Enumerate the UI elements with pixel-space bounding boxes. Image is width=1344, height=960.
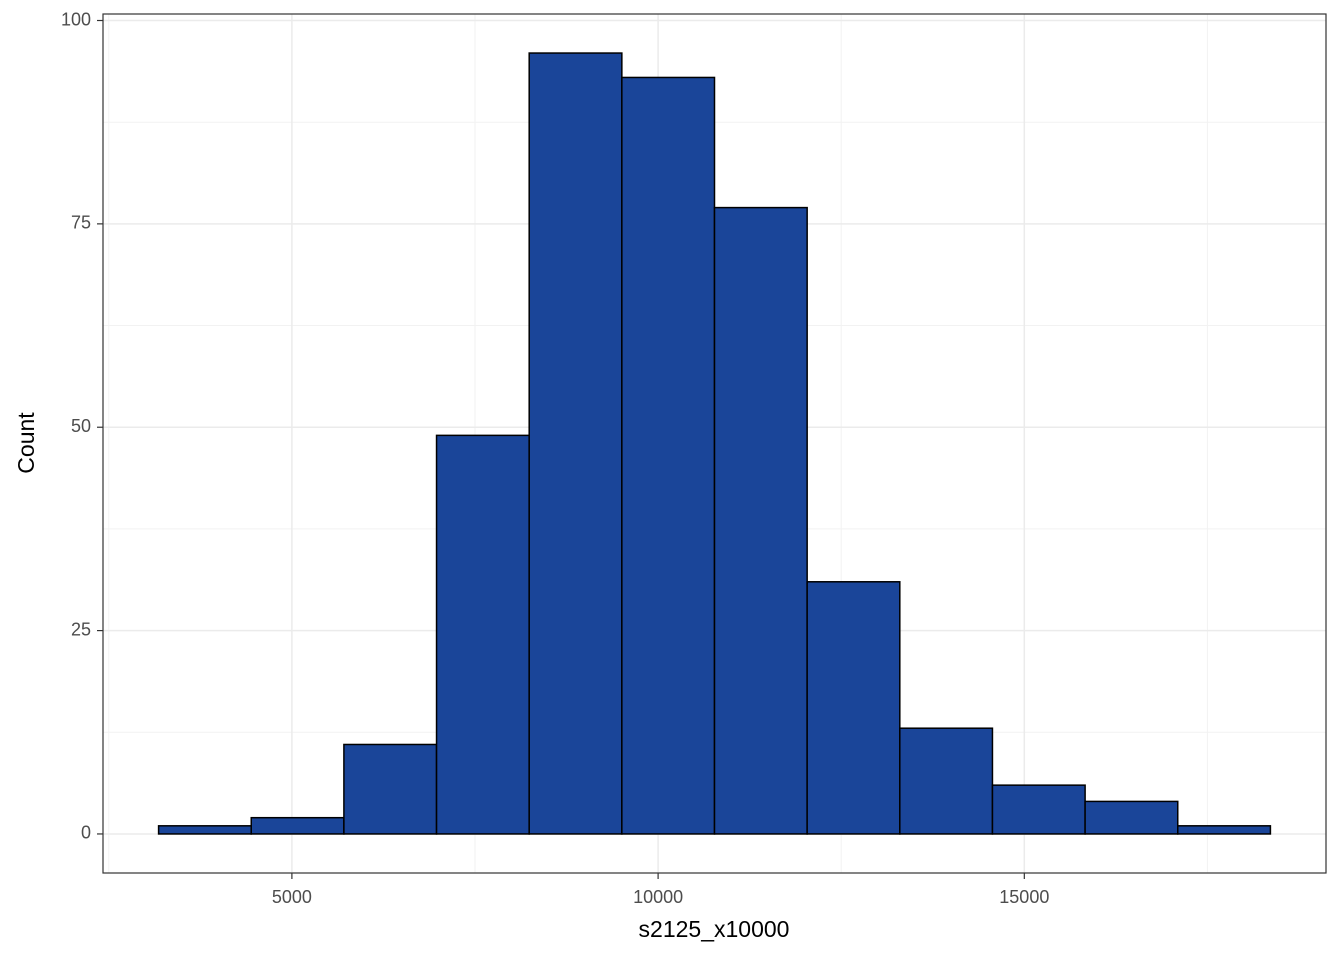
bar <box>991 784 1086 835</box>
y-tick-label: 100 <box>61 9 91 29</box>
x-tick-label: 5000 <box>272 887 312 907</box>
bar <box>250 816 345 835</box>
bar <box>1084 800 1179 835</box>
bar <box>343 743 438 835</box>
bar <box>1177 825 1272 835</box>
y-tick-label: 25 <box>71 619 91 639</box>
bar <box>713 206 808 835</box>
bar <box>899 727 994 835</box>
y-axis-title: Count <box>13 412 39 474</box>
y-tick-label: 50 <box>71 416 91 436</box>
plot-border <box>102 13 1327 874</box>
bar <box>157 825 252 835</box>
x-tick-label: 15000 <box>999 887 1049 907</box>
bar <box>806 581 901 835</box>
bar <box>528 52 623 835</box>
bar <box>621 76 716 835</box>
y-tick-label: 0 <box>81 823 91 843</box>
x-tick-label: 10000 <box>633 887 683 907</box>
y-tick-label: 75 <box>71 213 91 233</box>
x-axis-title: s2125_x10000 <box>639 916 790 942</box>
bar <box>435 434 530 835</box>
